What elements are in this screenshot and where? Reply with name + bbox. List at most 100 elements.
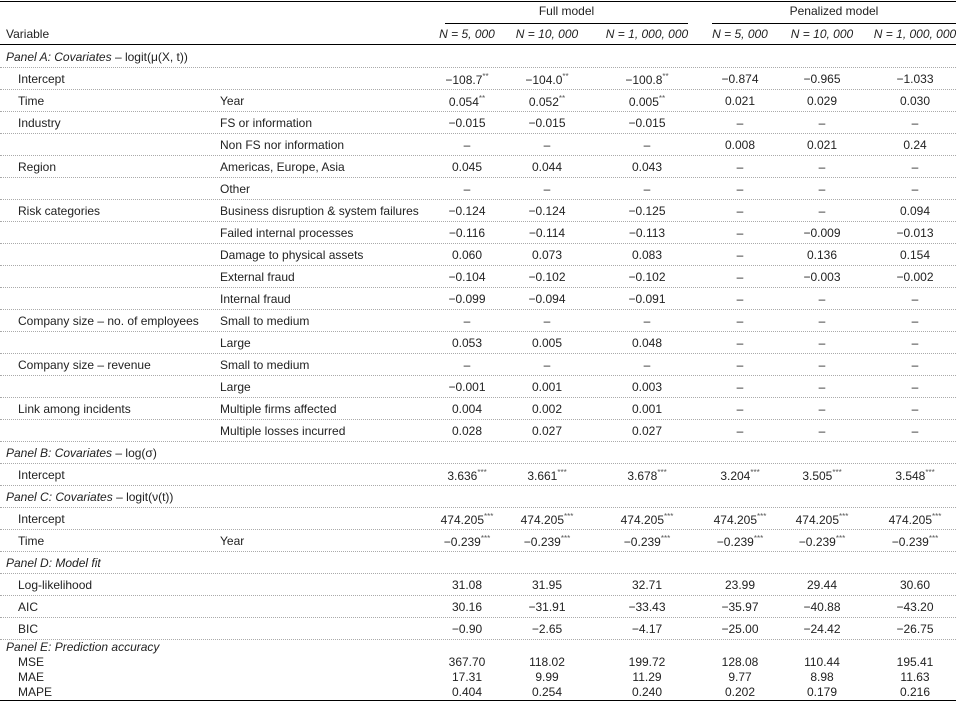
cell-value: –: [911, 116, 919, 130]
table-cell: −0.015: [499, 116, 595, 130]
cell-value: 3.548: [895, 469, 926, 483]
row-separator: [0, 287, 956, 288]
cell-value: 0.043: [631, 160, 663, 174]
cell-value: –: [911, 358, 919, 372]
variable-level: Americas, Europe, Asia: [220, 160, 345, 174]
table-cell: −0.874: [692, 72, 788, 86]
table-cell: 0.202: [692, 685, 788, 699]
cell-value: 3.661: [527, 469, 558, 483]
row-separator: [0, 89, 956, 90]
cell-value: 0.021: [806, 138, 838, 152]
table-cell: 0.005: [499, 336, 595, 350]
cell-value: –: [543, 182, 551, 196]
cell-value: −108.7: [445, 73, 483, 87]
table-cell: –: [774, 336, 870, 350]
variable-name: Link among incidents: [18, 402, 131, 416]
table-cell: 367.70: [419, 655, 515, 669]
cell-value: 0.045: [451, 160, 483, 174]
table-cell: 17.31: [419, 670, 515, 684]
panel-label: Panel B: Covariates: [6, 446, 113, 460]
table-cell: –: [499, 358, 595, 372]
table-cell: –: [499, 182, 595, 196]
cell-value: −0.965: [803, 72, 841, 86]
cell-value: 110.44: [804, 654, 840, 669]
variable-name: MSE: [18, 654, 45, 669]
cell-value: –: [911, 182, 919, 196]
row-separator: [0, 243, 956, 244]
cell-value: −0.015: [528, 116, 566, 130]
table-cell: 3.661***: [499, 468, 595, 483]
cell-value: –: [643, 138, 651, 152]
variable-name: Company size – revenue: [18, 358, 151, 372]
table-cell: –: [867, 380, 956, 394]
cell-value: 11.29: [632, 669, 662, 684]
cell-value: 474.205: [620, 513, 665, 527]
column-header: N = 5, 000: [712, 27, 768, 41]
table-cell: 128.08: [692, 655, 788, 669]
table-cell: 195.41: [867, 655, 956, 669]
cell-value: −0.239: [623, 535, 661, 549]
cell-value: −4.17: [631, 622, 663, 636]
table-cell: −0.113: [599, 226, 695, 240]
table-cell: 0.008: [692, 138, 788, 152]
table-cell: –: [867, 292, 956, 306]
table-cell: −40.88: [774, 600, 870, 614]
table-cell: 0.005**: [599, 94, 695, 109]
cell-value: −0.239: [523, 535, 561, 549]
cell-value: 0.001: [631, 402, 663, 416]
panel-label: Panel E: Prediction accuracy: [6, 640, 160, 654]
cell-value: 17.31: [451, 669, 483, 684]
table-cell: 30.16: [419, 600, 515, 614]
variable-level: External fraud: [220, 270, 295, 284]
table-cell: 3.548***: [867, 468, 956, 483]
cell-value: −0.094: [528, 292, 566, 306]
cell-value: 0.027: [631, 424, 663, 438]
row-separator: [0, 397, 956, 398]
table-cell: –: [867, 160, 956, 174]
significance: ***: [560, 534, 571, 543]
table-cell: 30.60: [867, 578, 956, 592]
significance: **: [562, 72, 569, 81]
cell-value: –: [736, 204, 744, 218]
table-cell: −0.002: [867, 270, 956, 284]
cell-value: 0.028: [451, 424, 483, 438]
panel-title: Panel A: Covariates – logit(μ(X, t)): [6, 50, 188, 64]
cell-value: –: [911, 424, 919, 438]
variable-level: Failed internal processes: [220, 226, 354, 240]
cell-value: −1.033: [896, 72, 934, 86]
group-header: Penalized model: [789, 4, 879, 18]
cell-value: 474.205: [888, 513, 933, 527]
cell-value: 0.002: [531, 402, 563, 416]
table-cell: −0.015: [419, 116, 515, 130]
table-cell: –: [692, 314, 788, 328]
cell-value: –: [911, 402, 919, 416]
cell-value: −35.97: [721, 600, 759, 614]
cell-value: 3.505: [802, 469, 833, 483]
cell-value: −0.015: [448, 116, 486, 130]
cell-value: 0.008: [724, 138, 756, 152]
table-cell: –: [774, 358, 870, 372]
cell-value: 8.98: [810, 669, 834, 684]
cell-value: –: [736, 160, 744, 174]
table-cell: −0.239***: [867, 534, 956, 549]
cell-value: –: [463, 138, 471, 152]
cell-value: 0.094: [899, 204, 931, 218]
variable-header: Variable: [6, 27, 50, 41]
table-cell: −35.97: [692, 600, 788, 614]
significance: ***: [477, 468, 487, 477]
variable-level: Non FS nor information: [220, 138, 345, 152]
cell-value: –: [736, 358, 744, 372]
table-cell: 0.136: [774, 248, 870, 262]
row-separator: [0, 199, 956, 200]
cell-value: 0.052: [528, 95, 559, 109]
table-cell: –: [692, 402, 788, 416]
cell-value: −100.8: [625, 73, 663, 87]
row-separator: [0, 573, 956, 574]
table-cell: 11.29: [599, 670, 695, 684]
column-header: N = 1, 000, 000: [873, 27, 956, 41]
cell-value: –: [736, 226, 744, 240]
cell-value: −104.0: [525, 73, 563, 87]
cell-value: −0.104: [448, 270, 486, 284]
table-cell: −0.001: [419, 380, 515, 394]
table-cell: 0.045: [419, 160, 515, 174]
